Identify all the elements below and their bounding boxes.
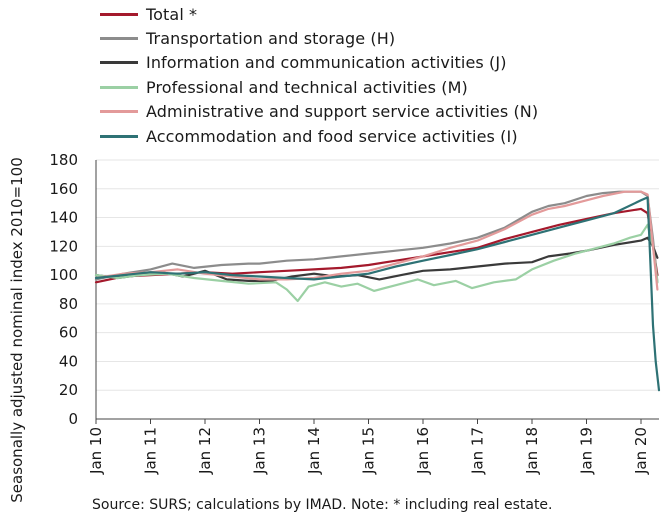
- legend-label: Administrative and support service activ…: [146, 102, 539, 122]
- y-tick-label: 180: [49, 151, 78, 169]
- chart-legend: Total * Transportation and storage (H) Inf…: [100, 2, 538, 148]
- x-tick-label: Jan 14: [305, 427, 323, 475]
- series-line: [94, 190, 659, 291]
- legend-swatch: [100, 12, 138, 16]
- legend-label: Accommodation and food service activitie…: [146, 126, 518, 146]
- legend-label: Information and communication activities…: [146, 53, 507, 73]
- legend-swatch: [100, 37, 138, 41]
- legend-swatch: [100, 61, 138, 65]
- x-tick-label: Jan 19: [578, 427, 596, 475]
- legend-item: Administrative and support service activ…: [100, 100, 538, 124]
- legend-item: Information and communication activities…: [100, 51, 538, 75]
- legend-item: Total *: [100, 2, 538, 26]
- series-line: [94, 196, 661, 392]
- y-axis-title: Seasonally adjusted nominal index 2010=1…: [8, 157, 26, 503]
- y-tick-label: 140: [49, 209, 78, 227]
- x-tick-label: Jan 13: [251, 427, 269, 475]
- x-tick-label: Jan 15: [360, 427, 378, 475]
- legend-swatch: [100, 85, 138, 89]
- x-tick-label: Jan 16: [414, 427, 432, 475]
- x-tick-label: Jan 10: [87, 427, 105, 475]
- y-tick-label: 40: [59, 352, 78, 370]
- legend-item: Transportation and storage (H): [100, 26, 538, 50]
- legend-label: Total *: [146, 4, 198, 24]
- y-tick-label: 80: [59, 295, 78, 313]
- legend-item: Accommodation and food service activitie…: [100, 124, 538, 148]
- y-tick-label: 20: [59, 381, 78, 399]
- legend-label: Professional and technical activities (M…: [146, 77, 468, 97]
- legend-swatch: [100, 134, 138, 138]
- legend-swatch: [100, 110, 138, 114]
- y-tick-label: 120: [49, 237, 78, 255]
- x-tick-label: Jan 20: [632, 427, 650, 475]
- source-note: Source: SURS; calculations by IMAD. Note…: [92, 497, 553, 513]
- y-tick-label: 0: [68, 410, 78, 428]
- legend-label: Transportation and storage (H): [146, 29, 396, 49]
- x-tick-label: Jan 18: [523, 427, 541, 475]
- series-line: [94, 223, 659, 303]
- y-tick-label: 160: [49, 180, 78, 198]
- legend-item: Professional and technical activities (M…: [100, 75, 538, 99]
- series-line: [94, 190, 659, 284]
- y-tick-label: 100: [49, 266, 78, 284]
- x-tick-label: Jan 11: [142, 427, 160, 475]
- x-tick-label: Jan 17: [469, 427, 487, 475]
- y-tick-label: 60: [59, 324, 78, 342]
- x-tick-label: Jan 12: [196, 427, 214, 475]
